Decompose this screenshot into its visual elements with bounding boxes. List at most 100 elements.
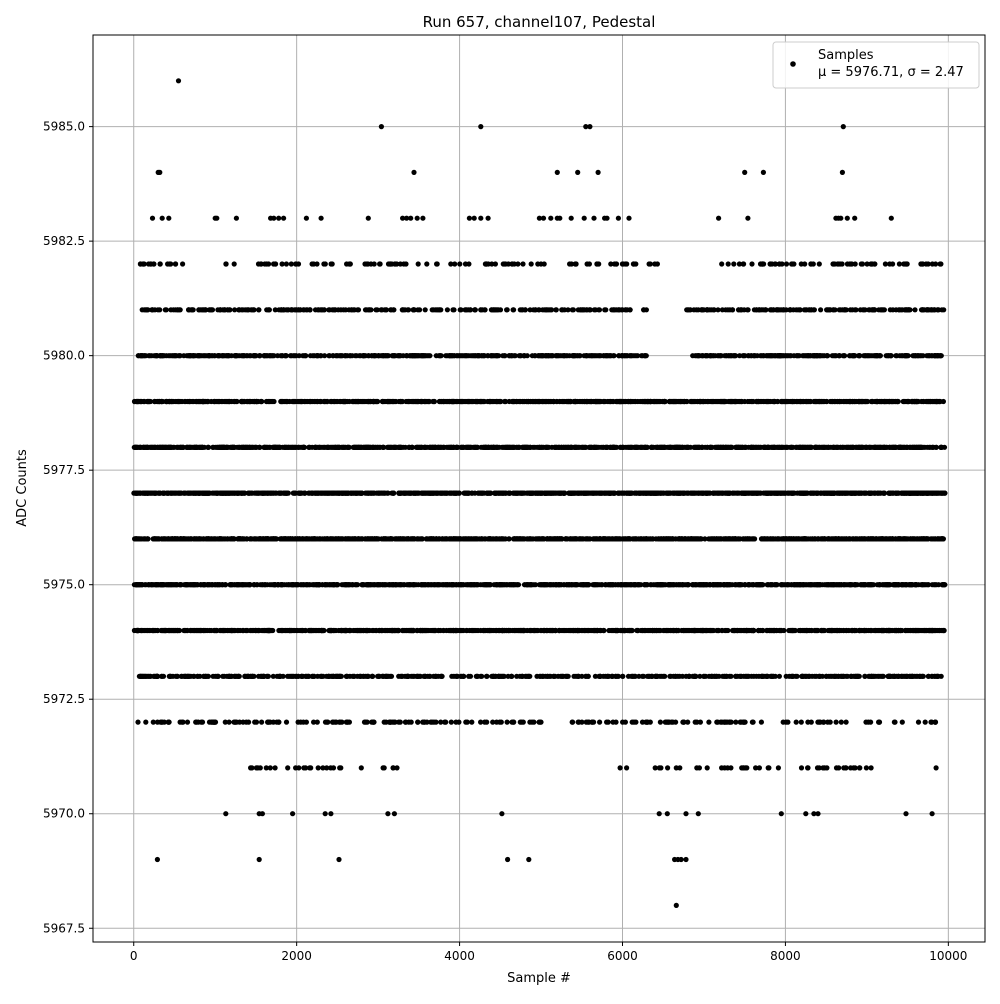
data-point xyxy=(381,399,386,404)
data-point xyxy=(389,491,394,496)
data-point xyxy=(423,307,428,312)
data-point xyxy=(282,445,287,450)
data-point xyxy=(414,353,419,358)
data-point xyxy=(935,491,940,496)
data-point xyxy=(729,445,734,450)
data-point xyxy=(508,445,513,450)
data-point xyxy=(544,491,549,496)
data-point xyxy=(705,399,710,404)
data-point xyxy=(322,307,327,312)
data-point xyxy=(437,307,442,312)
data-point xyxy=(379,307,384,312)
data-point xyxy=(803,399,808,404)
data-point xyxy=(702,491,707,496)
data-point xyxy=(772,261,777,266)
data-point xyxy=(343,307,348,312)
data-point xyxy=(342,445,347,450)
data-point xyxy=(561,491,566,496)
data-point xyxy=(142,491,147,496)
data-point xyxy=(218,491,223,496)
data-point xyxy=(397,445,402,450)
data-point xyxy=(377,261,382,266)
data-point xyxy=(267,307,272,312)
data-point xyxy=(802,307,807,312)
data-point xyxy=(822,491,827,496)
data-point xyxy=(148,399,153,404)
data-point xyxy=(790,491,795,496)
data-point xyxy=(893,491,898,496)
data-point xyxy=(563,445,568,450)
data-point xyxy=(227,353,232,358)
data-point xyxy=(330,445,335,450)
data-point xyxy=(191,399,196,404)
data-point xyxy=(476,491,481,496)
data-point xyxy=(648,491,653,496)
data-point xyxy=(685,445,690,450)
data-point xyxy=(484,491,489,496)
data-point xyxy=(843,491,848,496)
data-point xyxy=(860,261,865,266)
data-point xyxy=(413,491,418,496)
data-point xyxy=(595,353,600,358)
data-point xyxy=(398,491,403,496)
data-point xyxy=(182,491,187,496)
data-point xyxy=(476,353,481,358)
data-point xyxy=(186,491,191,496)
data-point xyxy=(293,261,298,266)
data-point xyxy=(166,445,171,450)
data-point xyxy=(644,491,649,496)
data-point xyxy=(196,491,201,496)
data-point xyxy=(918,261,923,266)
data-point xyxy=(733,353,738,358)
data-point xyxy=(479,399,484,404)
data-point xyxy=(887,445,892,450)
data-point xyxy=(803,491,808,496)
data-point xyxy=(484,261,489,266)
data-point xyxy=(674,399,679,404)
data-point xyxy=(288,353,293,358)
data-point xyxy=(830,261,835,266)
data-point xyxy=(136,353,141,358)
data-point xyxy=(639,399,644,404)
data-point xyxy=(336,307,341,312)
data-point xyxy=(642,353,647,358)
data-point xyxy=(135,445,140,450)
data-point xyxy=(577,445,582,450)
data-point xyxy=(244,307,249,312)
data-point xyxy=(315,307,320,312)
data-point xyxy=(615,399,620,404)
data-point xyxy=(520,261,525,266)
data-point xyxy=(401,261,406,266)
data-point xyxy=(266,261,271,266)
data-point xyxy=(536,353,541,358)
data-point xyxy=(836,353,841,358)
data-point xyxy=(284,491,289,496)
data-point xyxy=(891,399,896,404)
data-point xyxy=(799,261,804,266)
data-point xyxy=(529,491,534,496)
data-point xyxy=(851,353,856,358)
data-point xyxy=(510,307,515,312)
data-point xyxy=(216,399,221,404)
data-point xyxy=(745,307,750,312)
data-point xyxy=(794,307,799,312)
data-point xyxy=(848,399,853,404)
data-point xyxy=(414,445,419,450)
data-point xyxy=(348,261,353,266)
data-point xyxy=(843,399,848,404)
data-point xyxy=(157,307,162,312)
data-point xyxy=(692,399,697,404)
data-point xyxy=(381,445,386,450)
data-point xyxy=(754,307,759,312)
data-point xyxy=(601,353,606,358)
data-point xyxy=(224,445,229,450)
data-point xyxy=(143,307,148,312)
data-point xyxy=(424,261,429,266)
data-point xyxy=(865,353,870,358)
data-point xyxy=(871,353,876,358)
data-point xyxy=(539,445,544,450)
data-point xyxy=(175,399,180,404)
data-point xyxy=(863,307,868,312)
data-point xyxy=(603,307,608,312)
data-point xyxy=(822,353,827,358)
